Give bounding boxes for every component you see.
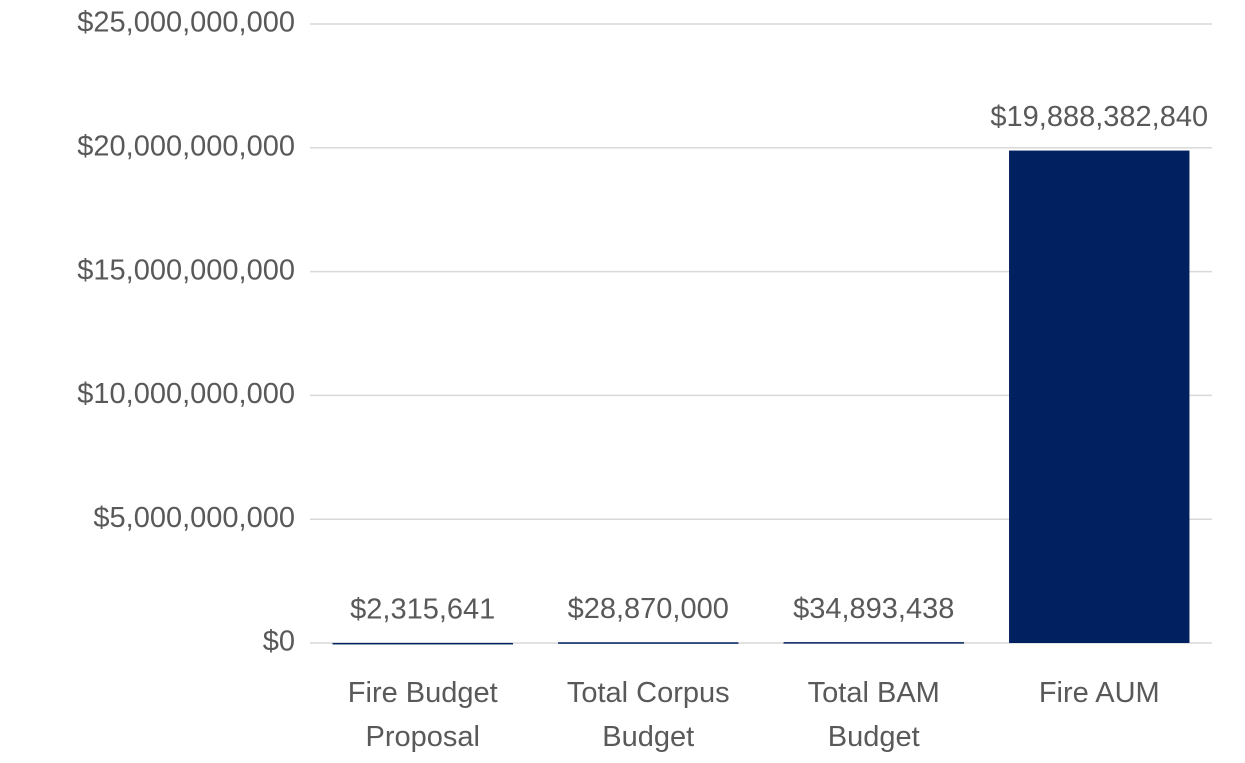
- x-tick-label: Fire Budget Proposal: [347, 677, 498, 753]
- y-tick-label: $5,000,000,000: [93, 502, 295, 534]
- bar: [332, 642, 513, 645]
- bar: [558, 642, 739, 644]
- y-tick-label: $10,000,000,000: [77, 378, 295, 410]
- y-tick-label: $20,000,000,000: [77, 130, 295, 162]
- x-tick-label: Total Corpus Budget: [566, 677, 730, 753]
- data-label: $34,893,438: [793, 593, 954, 625]
- y-tick-label: $15,000,000,000: [77, 254, 295, 286]
- y-tick-label: $25,000,000,000: [77, 7, 295, 39]
- x-tick-label: Fire AUM: [1038, 677, 1160, 709]
- data-label: $28,870,000: [568, 593, 729, 625]
- x-tick-label: Total BAM Budget: [807, 677, 940, 753]
- y-tick-label: $0: [263, 626, 295, 658]
- data-label: $2,315,641: [350, 594, 495, 626]
- bar: [1009, 150, 1190, 643]
- data-label: $19,888,382,840: [990, 101, 1208, 133]
- bar: [783, 642, 964, 644]
